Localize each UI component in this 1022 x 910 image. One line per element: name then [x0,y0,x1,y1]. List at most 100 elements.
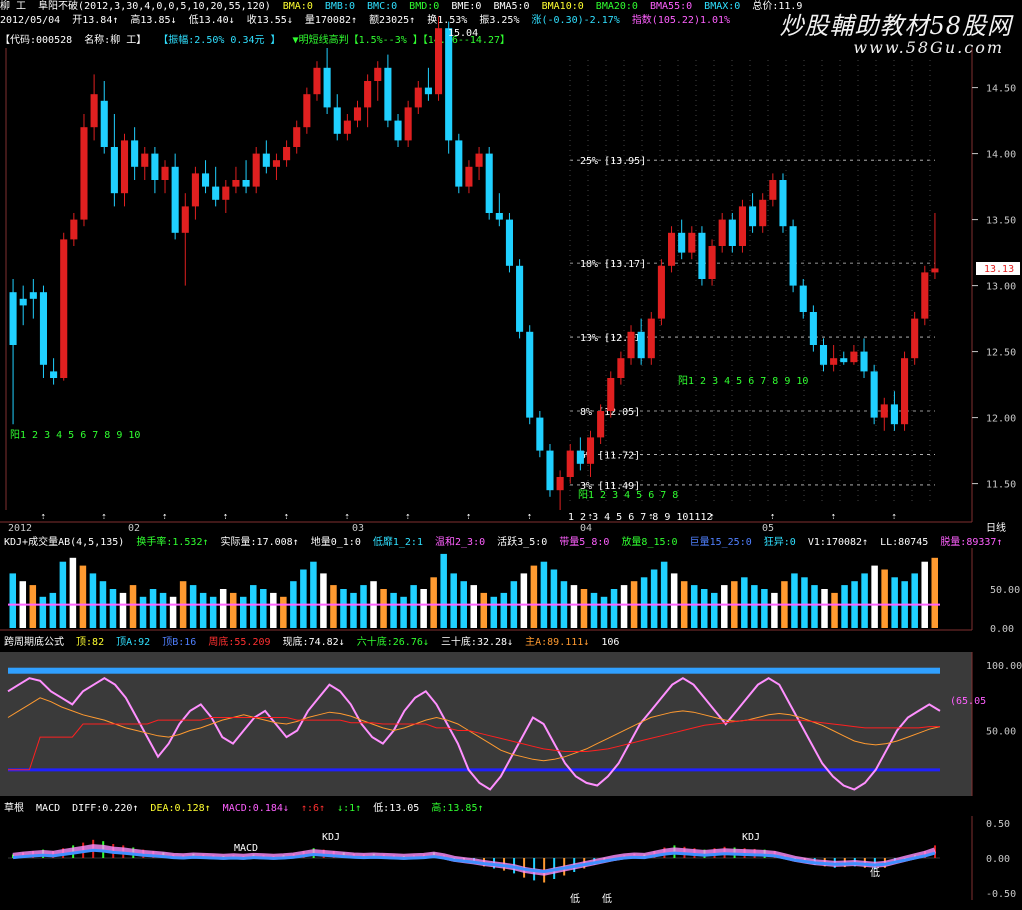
name-label: 名称:柳 工】 [84,35,147,46]
volume-bar [620,585,628,628]
candle-body [9,292,17,345]
vol-title-1: 换手率:1.532↑ [136,537,209,548]
arrow-marker: ⇡ [466,512,471,522]
prediction: ▼明短线高判【1.5%--3% 】【14.06--14.27】 [292,35,510,46]
macd-panel: 0.50 0.00 -0.50 [8,816,1016,900]
candle-body [819,345,828,365]
volume-bar [300,569,307,628]
volume-bar [550,569,558,628]
volume-title: KDJ+成交量AB(4,5,135) 换手率:1.532↑ 实际量:17.008… [4,536,1008,550]
volume-bar [270,592,277,628]
candle-body [526,331,534,418]
macd-y-label: 0.50 [986,819,1010,830]
candle-body [161,166,169,180]
candle-body [657,265,665,319]
x-tick-label: 03 [352,523,364,534]
candle-body [39,292,48,365]
candle-body [789,226,797,286]
macd-mark-2: KDJ [742,832,760,843]
cycle-title-1: 顶:82 [76,637,105,648]
candle-body [900,358,909,425]
volume-bar [500,592,508,628]
index-value: 指数(105.22)1.01% [631,15,731,26]
candle-body [708,246,716,279]
period-label: 日线 [986,521,1006,534]
indicator-params: 阜阳不破(2012,3,30,4,0,0,5,10,20,55,120) [38,1,271,12]
candle-body [151,153,159,180]
candle-body [475,153,483,167]
candle-body [19,298,27,306]
volume-bar [570,585,578,628]
volume-bar [400,596,407,628]
low: 低13.40↓ [188,15,235,26]
arrow-marker: ⇡ [831,512,836,522]
macd-mark-5: 低 [870,866,880,879]
candle-body [921,272,929,319]
candle-body [607,378,615,411]
volume-bar [801,577,808,628]
candle-body [485,153,493,213]
vol-title-13: 脱量:89337↑ [940,537,1003,548]
volume-bar [861,573,868,628]
volume-bar [530,565,538,628]
total-price: 总价:11.9 [752,1,803,12]
cycle-title-8: 主A:89.111↓ [525,637,590,648]
volume-bar [450,573,457,628]
candle-body [353,107,362,121]
volume-bar [711,592,718,628]
arrow-marker: ⇡ [223,512,228,522]
candle-body [131,140,139,167]
candle-body [870,371,878,418]
candle-body [434,28,443,95]
bma-1: BMB:0 [324,1,355,12]
volume-bar [470,585,478,628]
candle-body [171,166,179,233]
volume-bar [89,573,97,628]
volume-bar [109,589,117,628]
volume-bar [610,589,618,628]
panel-labels: 阳1 2 3 4 5 6 7 8 9 10 阳1 2 3 4 5 6 7 8 9… [10,28,1020,905]
volume-bar [149,589,157,628]
vol-title-0: KDJ+成交量AB(4,5,135) [4,537,125,548]
candle-body [212,186,220,200]
vol-title-7: 带量5_8:0 [559,537,610,548]
code-label: 【代码:000528 [0,35,73,46]
arrow-marker: ⇡ [527,512,532,522]
volume-bar [700,589,708,628]
candle-body [181,206,189,233]
macd-title-3: DEA:0.128↑ [150,803,211,814]
candle-body [880,404,888,418]
macd-title-1: MACD [36,803,61,814]
y-tick-label: 13.50 [986,216,1016,227]
x-tick-label: 05 [762,523,774,534]
volume-bar [430,577,437,628]
candle-body [232,180,240,187]
candle-body [445,28,453,141]
volume-bar [199,592,207,628]
volume-bar [9,573,17,628]
candle-body [931,268,939,273]
cycle-y-label: 50.00 [986,727,1016,738]
candle-body [80,127,88,220]
cycle-y-label: 100.00 [986,661,1022,672]
header-line-2: 2012/05/04 开13.84↑ 高13.85↓ 低13.40↓ 收13.5… [0,14,736,28]
candle-body [738,206,747,246]
volume-bar [831,592,838,628]
macd-mark-3: 低 [570,892,580,905]
cycle-title: 跨周期底公式 顶:82 顶A:92 顶B:16 周底:55.209 现底:74.… [4,636,625,650]
day-seq: 1 2 3 4 5 6 7 8 9 101112 [568,512,713,523]
candle-body [749,206,757,227]
arrow-marker: ⇡ [405,512,410,522]
volume-bar [420,589,427,628]
candle-body [141,153,149,167]
cycle-series-line [8,717,940,771]
candle-body [293,127,301,147]
cycle-title-2: 顶A:92 [116,637,151,648]
arrow-marker: ⇡ [588,512,593,522]
volume-bar [219,589,227,628]
volume-bar [590,592,598,628]
candle-body [586,437,595,464]
amount: 额23025↑ [369,15,416,26]
cycle-bg [0,652,972,796]
x-tick-label: 02 [128,523,140,534]
